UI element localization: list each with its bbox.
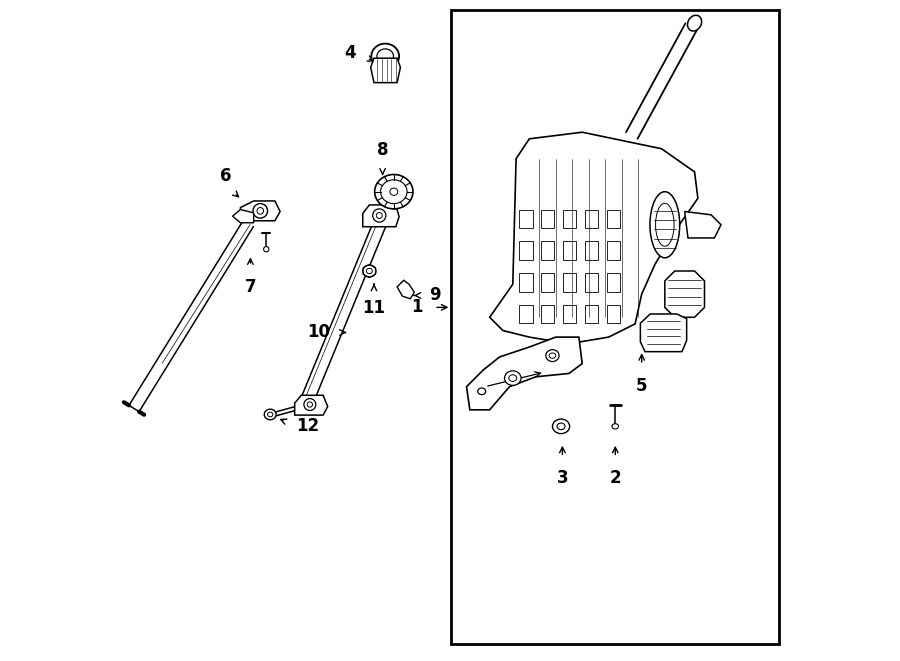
Polygon shape [294,395,328,415]
Bar [563,210,576,228]
Polygon shape [685,212,721,238]
Bar [607,305,620,323]
Polygon shape [232,210,254,223]
Bar [519,305,533,323]
Ellipse shape [553,419,570,434]
Text: 1: 1 [410,298,422,317]
Ellipse shape [688,15,702,31]
Bar [563,273,576,292]
Text: 7: 7 [245,278,256,295]
Bar [607,273,620,292]
Ellipse shape [557,423,565,430]
Text: 12: 12 [297,417,320,436]
Bar [451,10,779,644]
Bar [519,241,533,260]
Bar [563,305,576,323]
Bar [541,241,554,260]
Bar [585,305,598,323]
Polygon shape [665,271,705,317]
Ellipse shape [265,409,276,420]
Ellipse shape [253,204,267,218]
Polygon shape [371,58,400,83]
Text: 3: 3 [556,469,568,487]
Ellipse shape [508,375,517,381]
Bar [607,210,620,228]
Ellipse shape [478,388,486,395]
Text: 8: 8 [377,141,388,159]
Ellipse shape [545,350,559,362]
Bar [519,210,533,228]
Polygon shape [363,205,399,227]
Ellipse shape [366,268,373,274]
Ellipse shape [373,209,386,222]
Text: 9: 9 [428,286,440,305]
Bar [519,273,533,292]
Ellipse shape [307,402,312,407]
Ellipse shape [549,353,556,358]
Ellipse shape [267,412,273,417]
Bar [541,273,554,292]
Text: 2: 2 [609,469,621,487]
Polygon shape [397,280,414,299]
Bar [585,210,598,228]
Text: 6: 6 [220,167,231,185]
Bar [585,241,598,260]
Ellipse shape [655,203,674,246]
Ellipse shape [363,265,376,277]
Text: 5: 5 [636,377,647,395]
Ellipse shape [304,399,316,410]
Ellipse shape [381,180,407,204]
Ellipse shape [374,175,413,209]
Ellipse shape [264,247,269,252]
Ellipse shape [377,49,393,63]
Polygon shape [641,314,687,352]
Ellipse shape [612,424,618,429]
Polygon shape [240,201,280,221]
Ellipse shape [257,208,264,214]
Bar [563,241,576,260]
Bar [585,273,598,292]
Bar [541,305,554,323]
Ellipse shape [650,192,680,258]
Bar [607,241,620,260]
Polygon shape [490,132,698,344]
Ellipse shape [376,213,382,218]
Bar [541,210,554,228]
Ellipse shape [372,44,399,69]
Text: 11: 11 [363,299,385,317]
Ellipse shape [390,188,398,196]
Text: 4: 4 [345,44,356,62]
Ellipse shape [505,371,521,385]
Polygon shape [466,337,582,410]
Text: 10: 10 [307,323,329,342]
